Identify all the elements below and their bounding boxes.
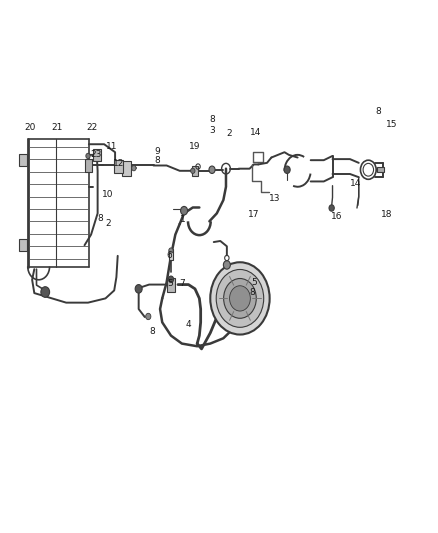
Circle shape bbox=[169, 248, 173, 253]
Text: 4: 4 bbox=[186, 320, 191, 329]
Text: 3: 3 bbox=[209, 126, 215, 135]
Circle shape bbox=[41, 287, 49, 297]
Circle shape bbox=[132, 165, 136, 171]
Text: 12: 12 bbox=[113, 159, 124, 168]
Bar bbox=[85, 159, 92, 172]
Text: 16: 16 bbox=[331, 212, 343, 221]
Circle shape bbox=[86, 154, 90, 159]
Text: 21: 21 bbox=[52, 123, 63, 132]
Bar bbox=[93, 149, 101, 161]
Text: 5: 5 bbox=[251, 278, 257, 287]
Bar bbox=[377, 167, 384, 172]
Bar bbox=[19, 155, 27, 166]
Circle shape bbox=[224, 279, 256, 318]
Text: 8: 8 bbox=[97, 214, 103, 223]
Text: 19: 19 bbox=[189, 142, 201, 151]
Text: 20: 20 bbox=[25, 123, 36, 132]
Text: 1: 1 bbox=[180, 215, 186, 224]
Circle shape bbox=[230, 286, 251, 311]
Text: 13: 13 bbox=[269, 194, 281, 203]
Text: 22: 22 bbox=[87, 123, 98, 132]
Text: 8: 8 bbox=[149, 327, 155, 336]
Circle shape bbox=[210, 262, 270, 335]
Circle shape bbox=[216, 270, 264, 327]
Text: 17: 17 bbox=[248, 210, 260, 219]
Text: 23: 23 bbox=[90, 150, 102, 159]
Text: 8: 8 bbox=[154, 156, 160, 165]
Bar bbox=[122, 161, 131, 176]
Bar bbox=[114, 160, 124, 173]
Circle shape bbox=[168, 276, 173, 282]
Text: 14: 14 bbox=[350, 179, 361, 188]
Circle shape bbox=[180, 206, 187, 215]
Circle shape bbox=[191, 168, 195, 173]
Text: 14: 14 bbox=[250, 128, 261, 137]
Text: 10: 10 bbox=[102, 190, 114, 199]
Text: 5: 5 bbox=[167, 279, 173, 288]
Text: 7: 7 bbox=[180, 279, 185, 288]
Text: 11: 11 bbox=[106, 142, 117, 151]
Bar bbox=[169, 249, 173, 260]
Circle shape bbox=[223, 261, 230, 269]
Bar bbox=[192, 166, 198, 175]
Text: 9: 9 bbox=[154, 147, 160, 156]
Text: 18: 18 bbox=[381, 210, 392, 219]
Circle shape bbox=[284, 166, 290, 173]
Circle shape bbox=[209, 166, 215, 173]
Text: 2: 2 bbox=[227, 129, 232, 138]
Bar bbox=[167, 278, 175, 292]
Circle shape bbox=[329, 205, 334, 211]
Bar bbox=[19, 239, 27, 251]
Circle shape bbox=[135, 285, 142, 293]
Text: 15: 15 bbox=[386, 119, 398, 128]
Text: 6: 6 bbox=[166, 252, 172, 260]
Text: 2: 2 bbox=[105, 220, 111, 229]
Text: 8: 8 bbox=[249, 287, 255, 296]
Text: 8: 8 bbox=[209, 115, 215, 124]
Text: 8: 8 bbox=[375, 107, 381, 116]
Circle shape bbox=[146, 313, 151, 320]
